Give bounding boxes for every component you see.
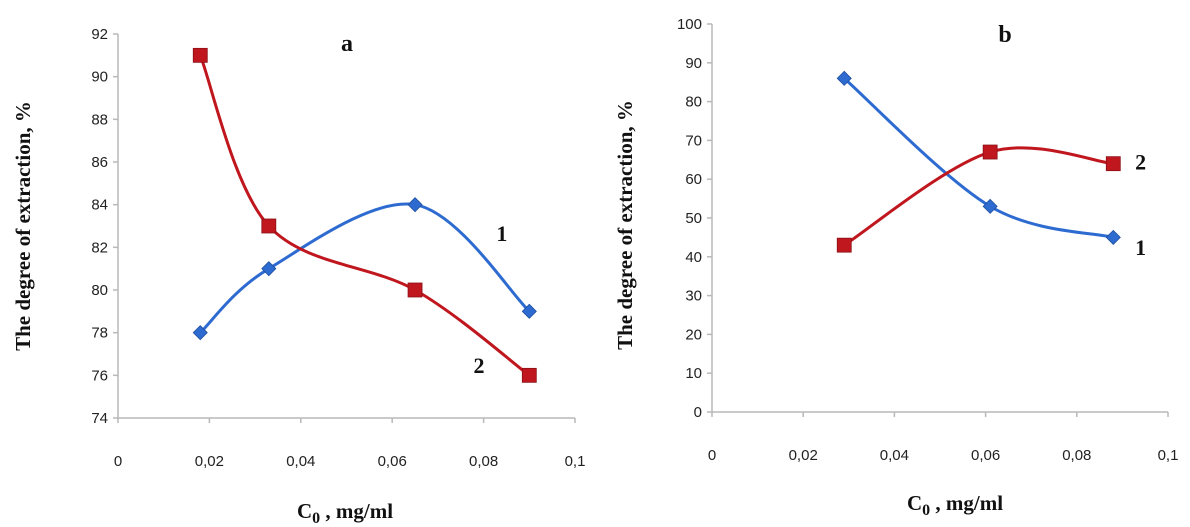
x-axis-title-units: , mg/ml	[320, 499, 393, 523]
series-2-line	[198, 53, 531, 377]
y-tick-label: 50	[685, 210, 702, 227]
chart-panel-a: 74 76 78 80 82 84 86 88 90 92 0 0,02 0,04 0,06 0,08 0,1…	[11, 26, 585, 527]
x-tick-label: 0,04	[880, 447, 909, 464]
y-tick-label: 60	[685, 171, 702, 188]
series-1-line	[198, 202, 531, 335]
x-axis-title-main: C	[297, 499, 312, 523]
x-axis-title: C0 , mg/ml	[297, 499, 393, 527]
series-1-label: 1	[1135, 235, 1146, 260]
y-tick-label: 70	[685, 132, 702, 149]
x-axis-title: C0 , mg/ml	[907, 491, 1003, 519]
series-1-point	[521, 303, 537, 319]
y-tick-label: 20	[685, 326, 702, 343]
panel-label: a	[341, 31, 353, 57]
y-tick-label: 80	[685, 94, 702, 111]
series-1-point	[982, 198, 998, 214]
x-tick-label: 0	[708, 447, 716, 464]
series-1-label: 1	[496, 221, 507, 246]
y-axis-title: The degree of extraction, %	[613, 100, 637, 350]
series-2-point	[407, 282, 423, 298]
x-tick-label: 0,06	[378, 453, 407, 470]
series-2-label: 2	[474, 353, 485, 378]
x-axis-title-main: C	[907, 491, 922, 515]
x-tick-label: 0,02	[789, 447, 818, 464]
y-tick-label: 92	[91, 26, 108, 43]
series-2-point	[982, 144, 998, 160]
series-1-point	[836, 70, 852, 86]
series-2-point	[261, 218, 277, 234]
x-tick-label: 0,08	[469, 453, 498, 470]
y-tick-label: 82	[91, 239, 108, 256]
y-tick-label: 86	[91, 154, 108, 171]
y-tick-label: 78	[91, 325, 108, 342]
x-axis-title-subscript: 0	[922, 502, 930, 519]
y-tick-label: 90	[685, 55, 702, 72]
series-1-point	[192, 325, 208, 341]
series-2-point	[836, 237, 852, 253]
series-1-point	[1105, 229, 1121, 245]
y-tick-label: 84	[91, 197, 108, 214]
y-tick-label: 10	[685, 365, 702, 382]
series-2-label: 2	[1135, 150, 1146, 175]
x-tick-label: 0,02	[195, 453, 224, 470]
panel-label: b	[998, 22, 1011, 48]
y-tick-label: 88	[91, 111, 108, 128]
x-axis-title-subscript: 0	[312, 510, 320, 527]
x-tick-label: 0,08	[1062, 447, 1091, 464]
series-2-point	[1105, 156, 1121, 172]
x-tick-label: 0,1	[1158, 447, 1179, 464]
x-tick-label: 0,04	[286, 453, 315, 470]
y-tick-label: 0	[694, 404, 702, 421]
y-tick-label: 40	[685, 249, 702, 266]
y-tick-label: 74	[91, 410, 108, 427]
series-2-point	[521, 367, 537, 383]
series-2-point	[192, 47, 208, 63]
series-1-point	[261, 261, 277, 277]
y-tick-label: 90	[91, 69, 108, 86]
y-tick-label: 80	[91, 282, 108, 299]
y-tick-label: 76	[91, 367, 108, 384]
x-tick-label: 0,1	[565, 453, 586, 470]
y-tick-label: 100	[677, 16, 702, 33]
x-tick-label: 0,06	[971, 447, 1000, 464]
series-1-point	[407, 197, 423, 213]
y-axis-title: The degree of extraction, %	[11, 101, 35, 351]
x-tick-label: 0	[114, 453, 122, 470]
y-tick-label: 30	[685, 288, 702, 305]
x-axis-title-units: , mg/ml	[930, 491, 1003, 515]
